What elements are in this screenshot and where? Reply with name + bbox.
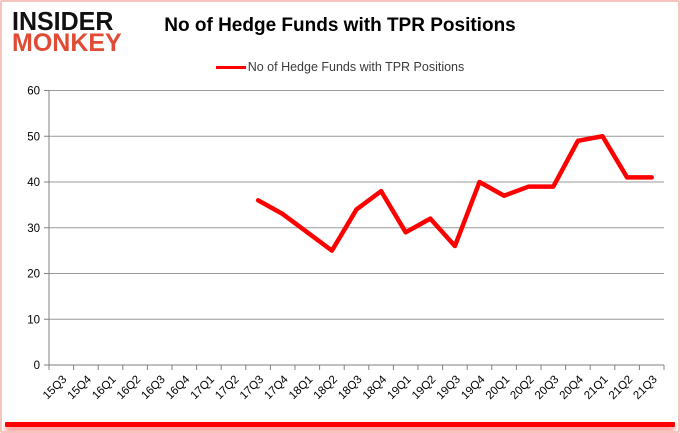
svg-text:18Q4: 18Q4 <box>361 373 390 402</box>
svg-text:17Q4: 17Q4 <box>262 373 291 402</box>
svg-text:17Q1: 17Q1 <box>189 374 217 402</box>
svg-text:20: 20 <box>27 269 40 281</box>
svg-text:10: 10 <box>27 314 40 326</box>
svg-text:19Q4: 19Q4 <box>459 373 488 402</box>
svg-text:18Q2: 18Q2 <box>312 374 340 402</box>
chart-title: No of Hedge Funds with TPR Positions <box>164 15 516 36</box>
svg-text:19Q1: 19Q1 <box>385 374 413 402</box>
svg-text:21Q1: 21Q1 <box>582 374 610 402</box>
svg-text:50: 50 <box>27 131 40 143</box>
svg-text:15Q4: 15Q4 <box>66 373 95 402</box>
svg-text:19Q3: 19Q3 <box>435 374 463 402</box>
svg-text:16Q4: 16Q4 <box>164 373 193 402</box>
svg-text:16Q1: 16Q1 <box>90 374 118 402</box>
svg-text:17Q3: 17Q3 <box>238 374 266 402</box>
logo-text-monkey: MONKEY <box>12 29 122 57</box>
svg-text:19Q2: 19Q2 <box>410 374 438 402</box>
svg-text:21Q2: 21Q2 <box>607 374 635 402</box>
svg-text:18Q1: 18Q1 <box>287 374 315 402</box>
svg-text:60: 60 <box>27 86 40 98</box>
svg-text:0: 0 <box>34 360 40 372</box>
bottom-border-bar <box>5 422 675 427</box>
legend-label: No of Hedge Funds with TPR Positions <box>247 60 465 74</box>
svg-text:20Q2: 20Q2 <box>508 374 536 402</box>
legend-line-swatch <box>215 65 246 69</box>
svg-text:30: 30 <box>27 223 40 235</box>
svg-text:16Q3: 16Q3 <box>139 374 167 402</box>
legend: No of Hedge Funds with TPR Positions <box>2 60 678 74</box>
logo-text-insider: INSIDER <box>12 7 114 37</box>
svg-text:17Q2: 17Q2 <box>213 374 241 402</box>
svg-text:16Q2: 16Q2 <box>115 374 143 402</box>
svg-text:18Q3: 18Q3 <box>336 374 364 402</box>
svg-text:20Q4: 20Q4 <box>558 373 587 402</box>
svg-text:20Q1: 20Q1 <box>484 374 512 402</box>
svg-text:40: 40 <box>27 177 40 189</box>
svg-text:20Q3: 20Q3 <box>533 374 561 402</box>
svg-text:15Q3: 15Q3 <box>41 374 69 402</box>
svg-text:21Q3: 21Q3 <box>631 374 659 402</box>
insider-monkey-logo: INSIDER MONKEY <box>12 7 122 57</box>
